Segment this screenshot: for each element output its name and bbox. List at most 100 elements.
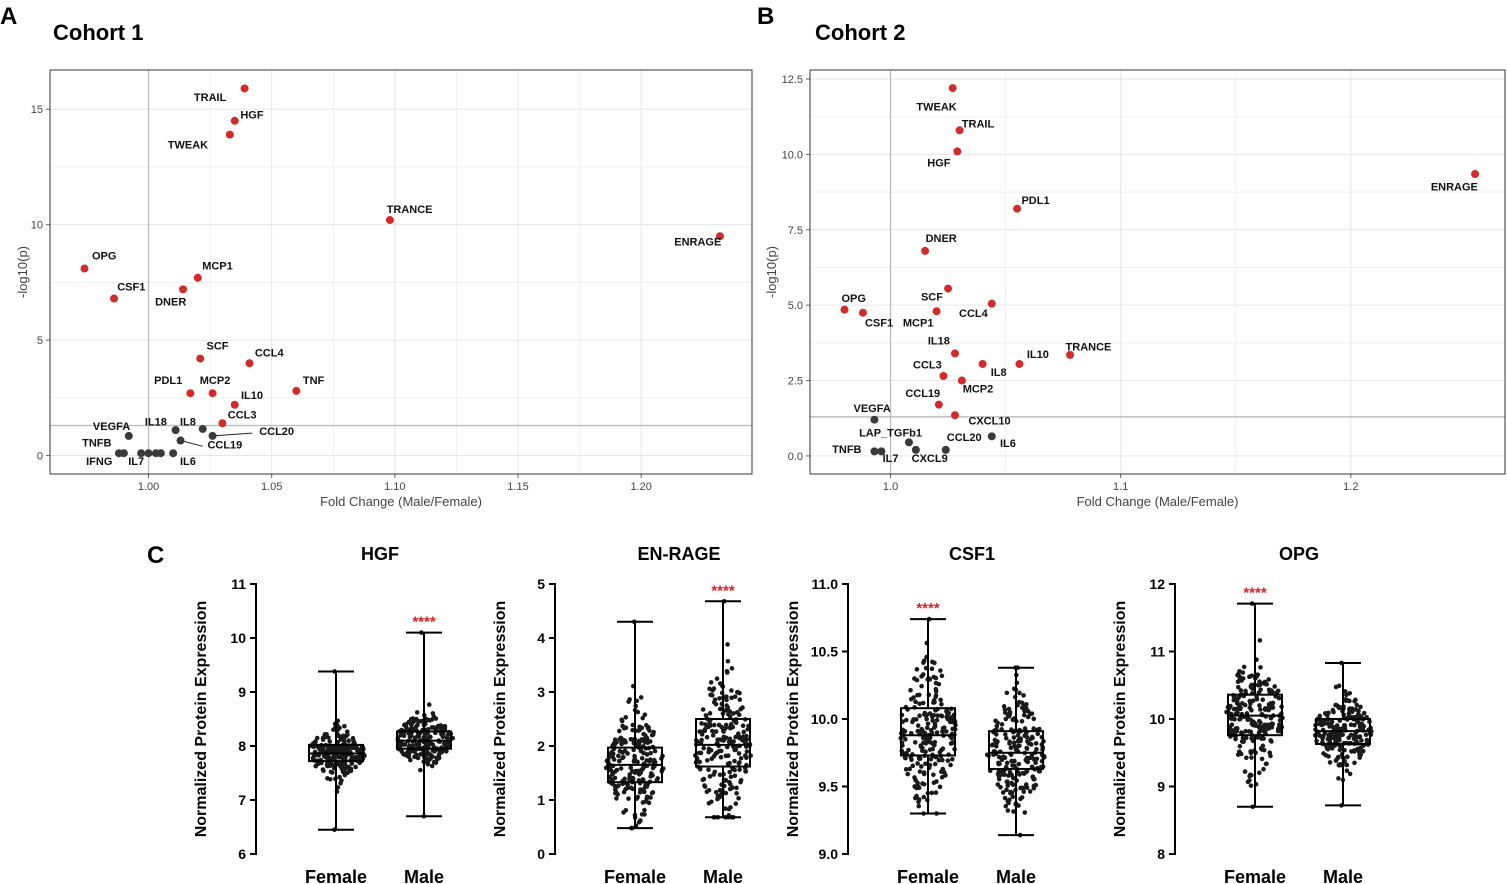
data-point [442,724,448,729]
data-point [1015,733,1021,738]
data-point [1344,762,1350,768]
data-point [743,769,748,774]
data-point [934,717,940,723]
csf1-box-plot: CSF1 9.0 9.5 10.0 10.5 11.0 Normalized Protein… [785,544,1047,884]
data-point [322,754,327,759]
point-label: CCL4 [959,308,989,320]
point-label: IL18 [928,335,950,347]
plot-frame [49,69,753,475]
data-point [934,730,940,735]
data-point [737,697,743,702]
data-point [1235,679,1241,685]
data-point [1348,706,1353,712]
significant-point [934,400,943,409]
point-label: OPG [841,293,865,305]
data-point [934,779,939,784]
data-point [346,738,352,744]
y-tick-label: 10 [230,630,246,646]
data-point [939,701,944,707]
data-point [1253,723,1259,728]
point-label: MCP1 [903,317,934,329]
point-label: IL8 [180,417,196,429]
point-label: CCL4 [255,347,285,359]
data-point [699,721,704,726]
data-point [718,754,724,760]
data-point [938,697,943,703]
x-tick-label: 1.15 [507,481,528,493]
data-point [1266,726,1272,731]
data-point [706,749,711,755]
point-label: CSF1 [865,317,893,329]
box-plot-title: OPG [1279,544,1319,564]
significant-point [950,411,959,420]
data-point [906,747,911,753]
data-point [703,713,709,718]
significance-stars: **** [916,600,940,617]
data-point [1254,694,1259,700]
data-point [350,735,356,741]
point-label: CCL3 [913,359,942,371]
data-point [424,756,430,762]
data-point [638,695,644,700]
box-plot-title: EN-RAGE [637,544,720,564]
data-point [409,721,415,727]
data-point [628,765,634,770]
data-point [342,723,347,729]
data-point [1267,689,1273,695]
data-point [1336,683,1342,689]
data-point [919,674,924,679]
data-point [709,799,714,805]
data-point [708,680,714,685]
data-point [1002,710,1008,715]
data-point [916,799,921,805]
data-point [1245,717,1250,723]
data-point [932,721,938,727]
data-point [1003,735,1009,741]
data-point [636,772,642,777]
data-point [627,772,633,777]
data-point [1317,733,1322,738]
y-tick-label: 12.5 [782,74,803,86]
data-point [1264,761,1269,767]
x-tick-label: 1.2 [1343,481,1358,493]
data-point [946,710,952,716]
data-point [320,737,326,742]
data-point [732,773,738,779]
data-point [336,733,342,739]
data-point [936,757,942,763]
data-point [921,770,927,775]
data-point [937,784,943,790]
data-point [1336,754,1341,760]
data-point [617,728,622,734]
x-tick-label: 1.1 [1113,481,1128,493]
nonsignificant-point [169,449,178,458]
data-point [1249,721,1255,726]
data-point [1266,677,1272,682]
data-point [1255,735,1261,740]
data-points [308,669,367,832]
data-point [1334,723,1340,728]
data-point [1024,734,1030,740]
data-point [1338,762,1343,767]
data-point [629,769,635,774]
significant-point [179,285,188,294]
data-point [1007,741,1012,746]
data-point [1001,754,1006,759]
data-point [732,758,737,764]
data-point [1359,738,1364,743]
x-tick-label: 1.20 [630,481,651,493]
significant-point [110,294,119,303]
data-point [621,789,627,795]
y-tick-label: 0 [37,451,43,463]
data-point [944,729,949,734]
data-point [708,692,713,698]
data-point [910,719,915,725]
cohort2-title: Cohort 2 [815,20,905,45]
data-point [339,778,344,783]
data-point [636,768,641,774]
data-point [948,762,953,768]
data-point [616,758,622,764]
data-point [923,741,929,746]
data-point [915,761,920,766]
